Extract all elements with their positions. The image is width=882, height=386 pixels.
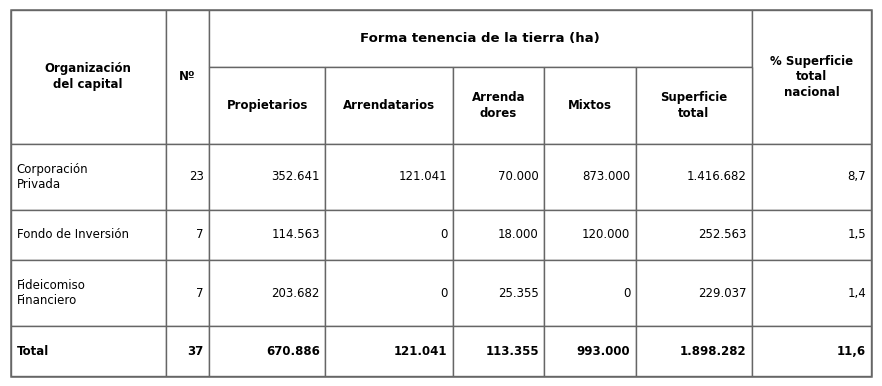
Bar [11,260,166,327]
Bar [636,260,751,327]
Bar [325,260,452,327]
Bar [544,327,636,376]
Text: 203.682: 203.682 [272,287,320,300]
Text: % Superficie
total
nacional: % Superficie total nacional [770,55,853,99]
Bar [325,68,452,144]
Bar [209,210,325,260]
Text: Forma tenencia de la tierra (ha): Forma tenencia de la tierra (ha) [361,32,600,45]
Text: Propietarios: Propietarios [227,99,308,112]
Bar [166,10,209,144]
Text: 252.563: 252.563 [698,229,746,242]
Text: 114.563: 114.563 [272,229,320,242]
Text: 7: 7 [197,229,204,242]
Text: Nº: Nº [179,70,196,83]
Bar [11,144,166,210]
Text: 993.000: 993.000 [577,345,631,358]
Bar [166,327,209,376]
Text: 23: 23 [189,170,204,183]
Text: 25.355: 25.355 [498,287,539,300]
Bar [452,327,544,376]
Bar [325,210,452,260]
Text: 121.041: 121.041 [394,345,447,358]
Text: Fondo de Inversión: Fondo de Inversión [17,229,129,242]
Bar [325,327,452,376]
Text: 113.355: 113.355 [485,345,539,358]
Bar [209,260,325,327]
Bar [209,68,325,144]
Bar [11,10,166,144]
Text: 1.898.282: 1.898.282 [680,345,746,358]
Bar [636,68,751,144]
Bar [544,144,636,210]
Bar [452,210,544,260]
Bar [636,210,751,260]
Bar [11,210,166,260]
Bar [452,68,544,144]
Text: 11,6: 11,6 [837,345,866,358]
Bar [751,144,871,210]
Text: 873.000: 873.000 [582,170,631,183]
Text: Arrendatarios: Arrendatarios [343,99,435,112]
Bar [209,144,325,210]
Text: Organización
del capital: Organización del capital [45,63,131,91]
Bar [166,144,209,210]
Text: Corporación
Privada: Corporación Privada [17,163,88,191]
Text: 670.886: 670.886 [265,345,320,358]
Text: Mixtos: Mixtos [568,99,612,112]
Bar [544,68,636,144]
Text: Superficie
total: Superficie total [660,91,727,120]
Text: Arrenda
dores: Arrenda dores [472,91,526,120]
Text: 120.000: 120.000 [582,229,631,242]
Text: 7: 7 [197,287,204,300]
Text: 0: 0 [440,287,447,300]
Bar [751,327,871,376]
Text: 1,5: 1,5 [848,229,866,242]
Bar [325,144,452,210]
Text: Fideicomiso
Financiero: Fideicomiso Financiero [17,279,86,307]
Bar [11,327,166,376]
Bar [751,260,871,327]
Text: 8,7: 8,7 [848,170,866,183]
Text: 18.000: 18.000 [498,229,539,242]
Text: 0: 0 [440,229,447,242]
Text: Total: Total [17,345,49,358]
Text: 70.000: 70.000 [498,170,539,183]
Bar [166,210,209,260]
Bar [209,327,325,376]
Text: 37: 37 [188,345,204,358]
Bar [452,144,544,210]
Bar [166,260,209,327]
Bar [209,10,751,68]
Bar [636,327,751,376]
Text: 1.416.682: 1.416.682 [686,170,746,183]
Bar [636,144,751,210]
Bar [544,260,636,327]
Bar [452,260,544,327]
Text: 352.641: 352.641 [272,170,320,183]
Bar [751,210,871,260]
Text: 121.041: 121.041 [399,170,447,183]
Text: 1,4: 1,4 [848,287,866,300]
Bar [544,210,636,260]
Text: 229.037: 229.037 [698,287,746,300]
Bar [751,10,871,144]
Text: 0: 0 [623,287,631,300]
